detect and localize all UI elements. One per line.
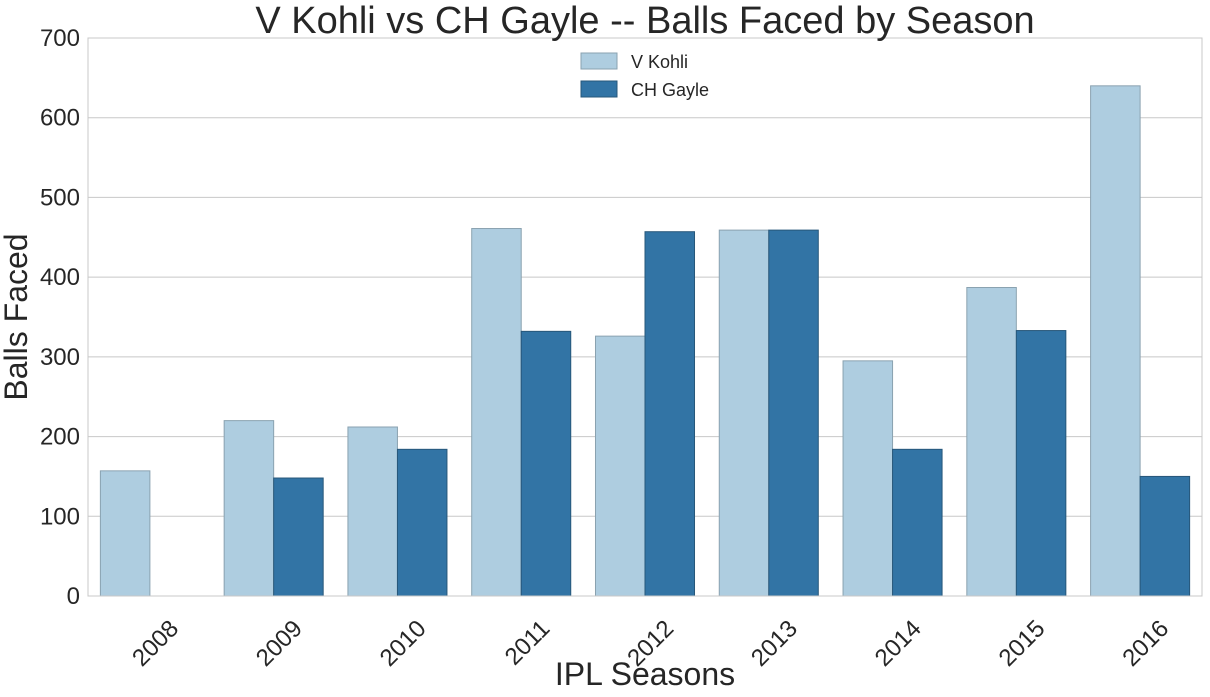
x-tick-label: 2010 (375, 615, 432, 672)
legend-label-ch-gayle: CH Gayle (631, 80, 709, 100)
bar-ch-gayle-2013 (768, 229, 819, 597)
bar-v-kohli-2014 (842, 360, 894, 597)
x-axis-label: IPL Seasons (555, 656, 735, 692)
x-tick-label: 2016 (1117, 615, 1174, 672)
y-tick-label: 700 (40, 25, 80, 52)
legend: V Kohli CH Gayle (580, 52, 709, 100)
bars (99, 85, 1191, 597)
y-tick-label: 500 (40, 184, 80, 211)
y-tick-label: 400 (40, 264, 80, 291)
bar-v-kohli-2016 (1090, 85, 1141, 597)
bar-v-kohli-2012 (594, 335, 646, 597)
bar-ch-gayle-2011 (520, 330, 572, 597)
bar-ch-gayle-2009 (273, 477, 324, 597)
bar-ch-gayle-2016 (1139, 475, 1191, 597)
bar-ch-gayle-2010 (396, 448, 448, 597)
x-tick-label: 2015 (994, 615, 1051, 672)
bar-v-kohli-2015 (966, 287, 1017, 597)
bar-v-kohli-2008 (99, 470, 151, 597)
y-tick-label: 200 (40, 424, 80, 451)
y-tick-labels: 0 100 200 300 400 500 600 700 (40, 25, 80, 610)
bar-ch-gayle-2014 (892, 448, 943, 597)
legend-swatch-ch-gayle (580, 80, 618, 98)
x-tick-label: 2014 (870, 615, 927, 672)
y-axis-label: Balls Faced (0, 233, 34, 400)
x-tick-label: 2009 (251, 615, 308, 672)
y-tick-label: 0 (67, 583, 80, 610)
bar-ch-gayle-2015 (1015, 330, 1067, 597)
bar-v-kohli-2010 (347, 426, 398, 597)
y-tick-label: 300 (40, 344, 80, 371)
x-tick-label: 2011 (500, 615, 556, 671)
y-tick-label: 100 (40, 503, 80, 530)
bar-v-kohli-2009 (223, 420, 275, 597)
plot-frame (87, 37, 1203, 597)
y-tick-label: 600 (40, 105, 80, 132)
legend-swatch-v-kohli (580, 52, 618, 70)
bar-v-kohli-2013 (718, 229, 770, 597)
legend-label-v-kohli: V Kohli (631, 52, 688, 72)
x-tick-label: 2008 (127, 615, 184, 672)
chart-title: V Kohli vs CH Gayle -- Balls Faced by Se… (255, 0, 1034, 42)
x-tick-label: 2013 (746, 615, 803, 672)
bar-ch-gayle-2012 (644, 231, 696, 597)
bar-v-kohli-2011 (471, 228, 522, 597)
